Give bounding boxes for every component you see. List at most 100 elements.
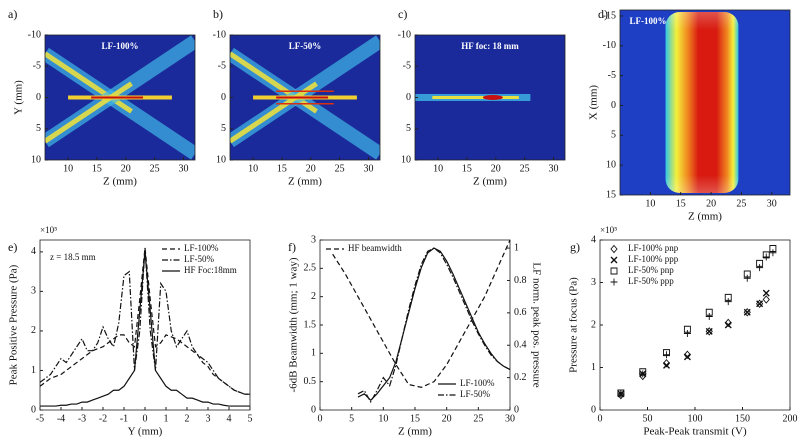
- heat-core: [482, 95, 503, 100]
- x-tick-label: 4: [227, 413, 232, 424]
- panel: f)0 5 10 15 20 25 3000.511.522.5300.20.40.60.8…: [288, 234, 543, 437]
- y2-tick-label: 0: [514, 404, 519, 415]
- y-tick-label: 0: [311, 404, 316, 415]
- y-tick-label: 3: [591, 277, 596, 288]
- axis-multiplier: ×10⁵: [600, 225, 617, 235]
- x-tick-label: 30: [363, 163, 373, 174]
- x-tick-label: 200: [783, 413, 798, 424]
- y-tick-label: 1.5: [304, 319, 317, 330]
- y-tick-label: 1: [591, 362, 596, 373]
- y-tick-label: 4: [591, 234, 596, 245]
- marker: [639, 370, 647, 378]
- marker: [663, 361, 670, 369]
- x-axis-label: Z (mm): [288, 176, 322, 188]
- marker: [663, 349, 670, 357]
- x-tick-label: 30: [505, 413, 515, 424]
- marker: [769, 245, 777, 252]
- heatmap-image: [230, 35, 380, 160]
- y-tick-label: 0: [591, 404, 596, 415]
- y-tick-label: -10: [213, 29, 226, 40]
- y-axis-label: Y (mm): [13, 80, 25, 115]
- x-tick-label: 0: [318, 413, 323, 424]
- x-tick-label: -3: [78, 413, 86, 424]
- y-tick-label: 3: [311, 234, 316, 245]
- x-tick-label: 1: [164, 413, 169, 424]
- x-tick-label: 15: [676, 198, 686, 209]
- heatmap-image: [665, 12, 739, 193]
- x-tick-label: -5: [36, 413, 44, 424]
- legend-marker: [610, 244, 618, 254]
- series-line: [39, 247, 250, 395]
- marker: [617, 390, 625, 398]
- x-tick-label: 10: [248, 163, 258, 174]
- x-tick-label: 15: [92, 163, 102, 174]
- y2-tick-label: 1: [514, 242, 519, 253]
- marker: [743, 308, 751, 316]
- x-tick-label: 0: [598, 413, 603, 424]
- x-axis-label: Z (mm): [103, 176, 137, 188]
- y-tick-label: -15: [603, 10, 616, 21]
- panel-label: a): [8, 7, 17, 21]
- x-tick-label: 30: [767, 198, 777, 209]
- y-tick-label: 1: [311, 348, 316, 359]
- panel-label: f): [288, 240, 296, 254]
- y-tick-label: 2.5: [304, 263, 317, 274]
- panel: c) HF foc: 18 mm 10 15 20 25 30 -10 -5 0 5 10 Z (mm): [398, 7, 566, 188]
- y-tick-label: 2: [591, 319, 596, 330]
- legend-label: LF-50% pnp: [628, 265, 674, 275]
- marker: [705, 327, 713, 335]
- x-tick-label: 20: [306, 163, 316, 174]
- x-tick-label: 25: [736, 198, 746, 209]
- y-axis-label: Peak Positive Pressure (Pa): [8, 264, 20, 385]
- marker: [743, 270, 751, 278]
- y-tick-label: 1: [31, 365, 36, 376]
- y-tick-label: 0: [406, 92, 411, 103]
- marker: [762, 289, 770, 297]
- legend-label: HF beamwidth: [348, 243, 402, 253]
- x-tick-label: 30: [548, 163, 558, 174]
- y-axis-label: -6dB Beamwidth (mm; 1 way): [288, 257, 300, 392]
- y2-tick-label: 0.6: [514, 307, 527, 318]
- x-tick-label: 5: [349, 413, 354, 424]
- marker: [724, 293, 732, 301]
- y-tick-label: 0: [36, 92, 41, 103]
- y-tick-label: 5: [36, 123, 41, 134]
- y-tick-label: 0: [221, 92, 226, 103]
- panel: b) LF-50% 10 15 20 25 30 -10 -5 0 5 10 Z (mm): [213, 7, 381, 188]
- x-tick-label: 50: [643, 413, 653, 424]
- marker: [769, 249, 777, 257]
- heatmap-title: LF-50%: [289, 41, 322, 51]
- marker: [743, 274, 751, 282]
- legend-marker: [610, 267, 618, 275]
- y-tick-label: -10: [603, 40, 616, 51]
- y-tick-label: 0: [611, 100, 616, 111]
- x-tick-label: 20: [706, 198, 716, 209]
- y-tick-label: 5: [611, 130, 616, 141]
- marker: [724, 318, 732, 328]
- heatmap-title: LF-100%: [630, 16, 667, 26]
- y2-tick-label: 0.2: [514, 372, 527, 383]
- marker: [639, 368, 647, 376]
- x-tick-label: 25: [150, 163, 160, 174]
- marker: [683, 350, 691, 359]
- series-line: [40, 251, 250, 407]
- heatmap-image: [415, 94, 531, 101]
- x-tick-label: 10: [63, 163, 73, 174]
- x-tick-label: 25: [473, 413, 483, 424]
- marker: [756, 264, 764, 272]
- y-tick-label: -5: [33, 61, 41, 72]
- marker: [762, 253, 770, 261]
- marker: [756, 259, 764, 267]
- x-tick-label: 2: [185, 413, 190, 424]
- x-axis-label: Z (mm): [473, 176, 507, 188]
- y-tick-label: 10: [31, 154, 41, 165]
- panel-label: d): [598, 7, 608, 21]
- x-axis-label: Z (mm): [688, 211, 722, 223]
- x-tick-label: 100: [688, 413, 703, 424]
- x-tick-label: -4: [57, 413, 65, 424]
- y-tick-label: 10: [401, 154, 411, 165]
- legend-label: LF-100% ppp: [628, 254, 679, 264]
- y-tick-label: 4: [31, 246, 36, 257]
- panel: g) 0 50 100 150 200 0 1 2 3 4 Peak-Peak transmit (V…: [568, 225, 798, 437]
- axes-frame: [619, 9, 791, 196]
